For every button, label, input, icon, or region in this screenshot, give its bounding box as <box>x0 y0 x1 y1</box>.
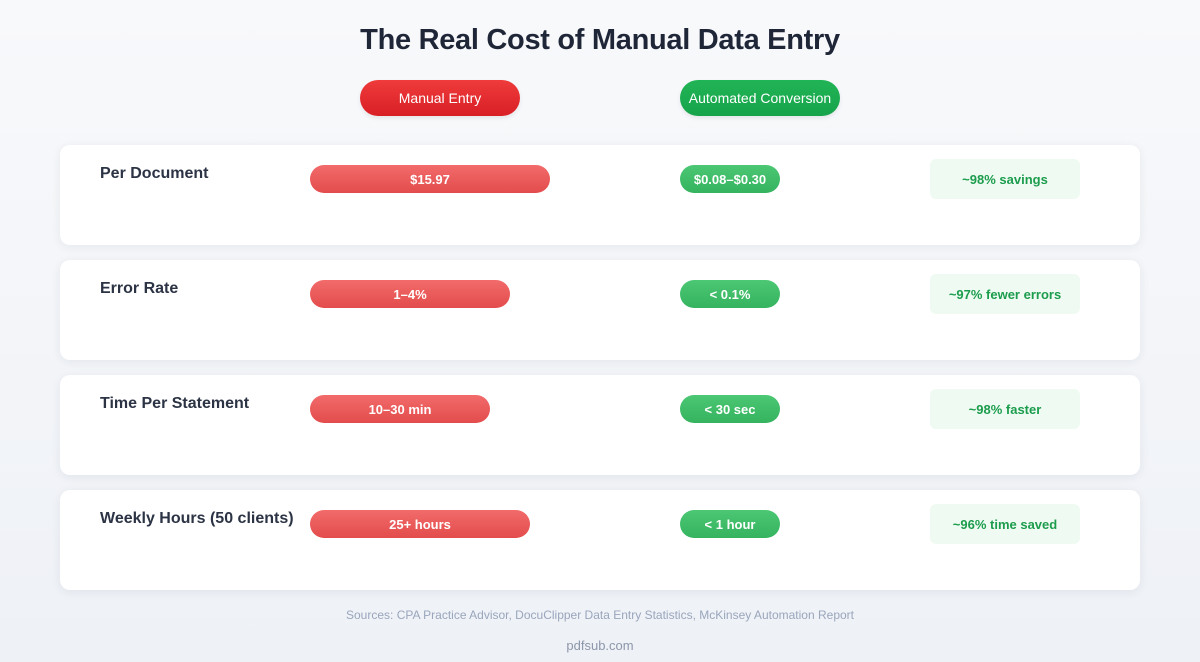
automated-bar: < 1 hour <box>680 510 780 538</box>
site-credit: pdfsub.com <box>566 638 634 653</box>
manual-bar: 1–4% <box>310 280 510 308</box>
row-card: Error Rate 1–4% < 0.1% ~97% fewer errors <box>60 260 1140 360</box>
metric-label: Time Per Statement <box>100 395 250 412</box>
savings-badge: ~97% fewer errors <box>930 274 1080 314</box>
legend-manual-entry: Manual Entry <box>360 80 520 116</box>
metric-label: Error Rate <box>100 280 179 297</box>
sources-note: Sources: CPA Practice Advisor, DocuClipp… <box>346 608 854 622</box>
manual-bar: 10–30 min <box>310 395 490 423</box>
savings-badge: ~96% time saved <box>930 504 1080 544</box>
chart-title: The Real Cost of Manual Data Entry <box>360 24 840 56</box>
metric-label: Weekly Hours (50 clients) <box>100 510 294 527</box>
row-card: Per Document $15.97 $0.08–$0.30 ~98% sav… <box>60 145 1140 245</box>
savings-badge: ~98% savings <box>930 159 1080 199</box>
row-card: Weekly Hours (50 clients) 25+ hours < 1 … <box>60 490 1140 590</box>
metric-label: Per Document <box>100 165 209 182</box>
automated-bar: < 30 sec <box>680 395 780 423</box>
savings-badge: ~98% faster <box>930 389 1080 429</box>
automated-bar: < 0.1% <box>680 280 780 308</box>
legend-automated-conversion: Automated Conversion <box>680 80 840 116</box>
manual-bar: 25+ hours <box>310 510 530 538</box>
automated-bar: $0.08–$0.30 <box>680 165 780 193</box>
manual-bar: $15.97 <box>310 165 550 193</box>
row-card: Time Per Statement 10–30 min < 30 sec ~9… <box>60 375 1140 475</box>
